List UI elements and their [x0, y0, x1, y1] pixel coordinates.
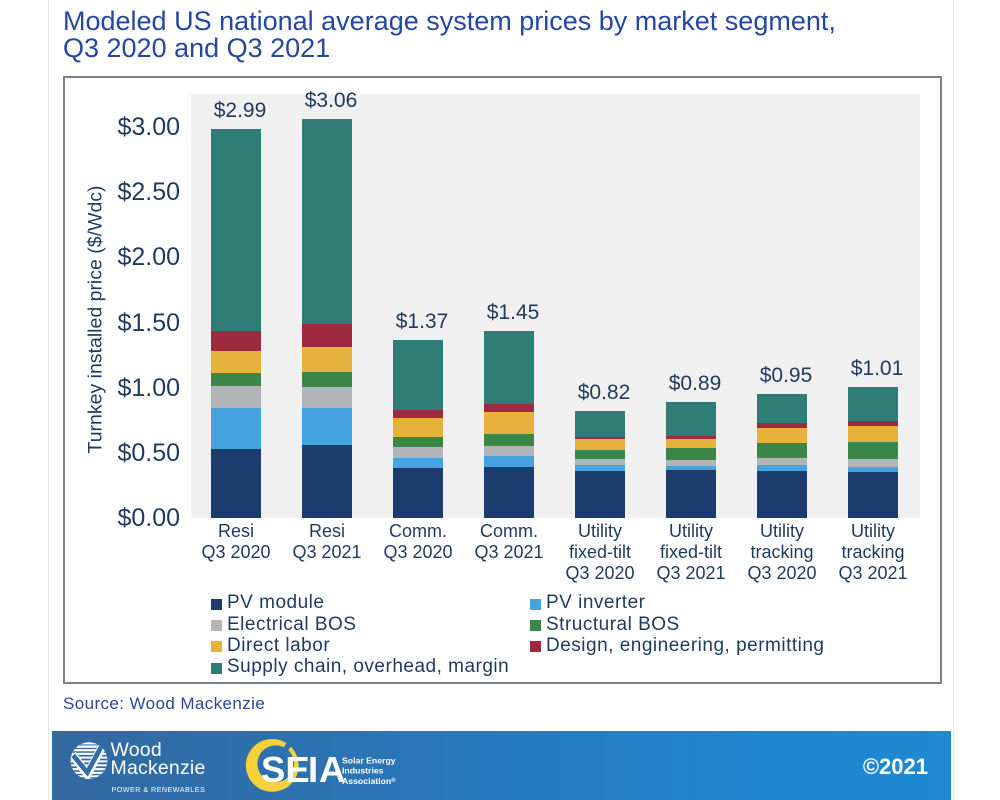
svg-text:Solar Energy: Solar Energy [342, 756, 396, 766]
svg-text:I: I [308, 749, 318, 790]
svg-text:Industries: Industries [342, 766, 384, 776]
svg-text:SE: SE [261, 749, 310, 790]
svg-text:Association®: Association® [342, 776, 396, 786]
svg-text:A: A [319, 749, 345, 790]
